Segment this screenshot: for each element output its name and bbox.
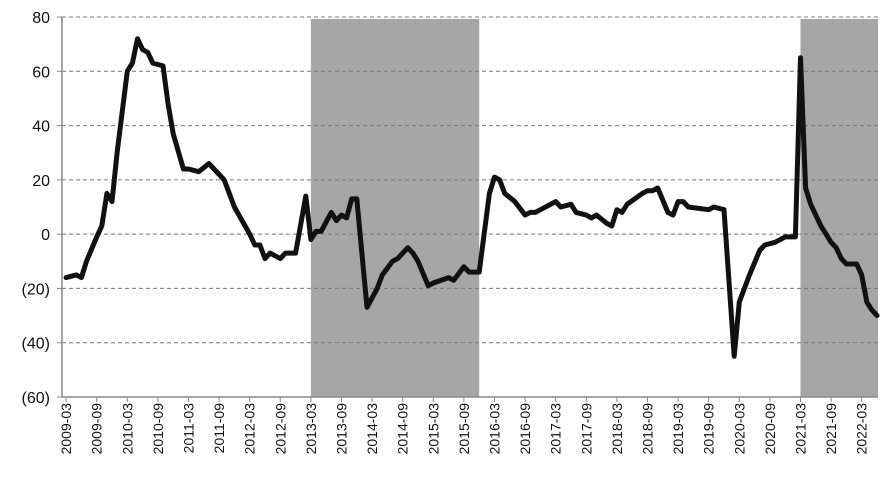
- x-tick-label: 2011-09: [211, 403, 227, 454]
- x-tick-label: 2016-09: [517, 403, 533, 455]
- x-tick-label: 2020-03: [731, 403, 747, 455]
- x-tick-label: 2017-03: [548, 403, 564, 455]
- x-tick-label: 2019-09: [701, 403, 717, 455]
- x-tick-label: 2017-09: [578, 403, 594, 455]
- x-tick-label: 2013-09: [333, 403, 349, 455]
- x-tick-label: 2022-03: [854, 403, 870, 455]
- y-tick-label: 20: [32, 173, 50, 190]
- y-tick-label: (40): [22, 336, 50, 353]
- x-tick-label: 2020-09: [762, 403, 778, 455]
- y-tick-label: (20): [22, 281, 50, 298]
- y-tick-label: 40: [32, 119, 50, 136]
- y-tick-label: 0: [41, 227, 50, 244]
- shaded-period: [310, 19, 480, 397]
- x-tick-label: 2009-03: [58, 403, 74, 455]
- x-tick-label: 2012-03: [242, 403, 258, 455]
- x-tick-label: 2019-03: [670, 403, 686, 455]
- x-tick-label: 2018-09: [639, 403, 655, 455]
- x-tick-label: 2010-03: [119, 403, 135, 455]
- x-tick-label: 2014-03: [364, 403, 380, 455]
- x-tick-label: 2016-03: [486, 403, 502, 455]
- x-tick-label: 2015-03: [425, 403, 441, 455]
- y-tick-label: (60): [22, 390, 50, 407]
- x-tick-label: 2018-03: [609, 403, 625, 455]
- x-tick-label: 2009-09: [89, 403, 105, 455]
- x-tick-label: 2010-09: [150, 403, 166, 455]
- x-tick-label: 2011-03: [180, 403, 196, 454]
- y-tick-label: 80: [32, 10, 50, 27]
- x-tick-label: 2021-03: [792, 403, 808, 455]
- x-tick-label: 2012-09: [272, 403, 288, 455]
- x-tick-label: 2015-09: [456, 403, 472, 455]
- x-tick-label: 2021-09: [823, 403, 839, 455]
- x-tick-label: 2013-03: [303, 403, 319, 455]
- y-tick-label: 60: [32, 64, 50, 81]
- x-tick-label: 2014-09: [395, 403, 411, 455]
